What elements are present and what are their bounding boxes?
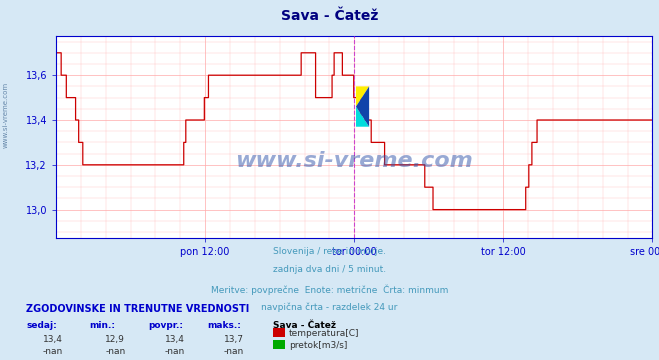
Text: www.si-vreme.com: www.si-vreme.com	[235, 151, 473, 171]
Text: Meritve: povprečne  Enote: metrične  Črta: minmum: Meritve: povprečne Enote: metrične Črta:…	[211, 284, 448, 294]
Text: Sava - Čatež: Sava - Čatež	[273, 321, 337, 330]
Text: 12,9: 12,9	[105, 335, 125, 344]
Polygon shape	[356, 107, 369, 127]
Text: povpr.:: povpr.:	[148, 321, 183, 330]
Text: navpična črta - razdelek 24 ur: navpična črta - razdelek 24 ur	[262, 303, 397, 312]
Text: sedaj:: sedaj:	[26, 321, 57, 330]
Text: Slovenija / reke in morje.: Slovenija / reke in morje.	[273, 247, 386, 256]
Text: maks.:: maks.:	[208, 321, 241, 330]
Text: www.si-vreme.com: www.si-vreme.com	[2, 82, 9, 148]
Text: temperatura[C]: temperatura[C]	[289, 328, 359, 338]
Polygon shape	[356, 86, 369, 127]
Text: 13,4: 13,4	[43, 335, 63, 344]
Text: min.:: min.:	[89, 321, 115, 330]
Text: ZGODOVINSKE IN TRENUTNE VREDNOSTI: ZGODOVINSKE IN TRENUTNE VREDNOSTI	[26, 304, 250, 314]
Text: -nan: -nan	[105, 347, 126, 356]
Text: -nan: -nan	[165, 347, 185, 356]
Text: 13,7: 13,7	[224, 335, 244, 344]
Text: 13,4: 13,4	[165, 335, 185, 344]
Text: pretok[m3/s]: pretok[m3/s]	[289, 341, 347, 350]
Text: -nan: -nan	[224, 347, 244, 356]
Text: -nan: -nan	[43, 347, 63, 356]
Text: Sava - Čatež: Sava - Čatež	[281, 9, 378, 23]
Polygon shape	[356, 86, 369, 107]
Text: zadnja dva dni / 5 minut.: zadnja dva dni / 5 minut.	[273, 265, 386, 274]
